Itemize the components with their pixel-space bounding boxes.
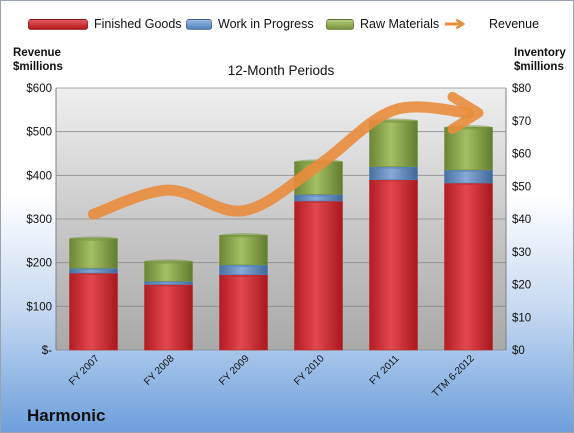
legend-label-finished-goods: Finished Goods [94,17,182,31]
legend-label-revenue: Revenue [489,17,540,31]
revenue-arrowhead [447,91,484,134]
x-tick-label: FY 2007 [67,353,102,388]
left-tick-label: $100 [26,301,52,313]
bar-finished-goods [294,200,343,351]
bar-finished-goods [369,179,418,351]
left-tick-label: $200 [26,258,52,270]
bar-finished-goods [144,284,193,351]
chart-title: 12-Month Periods [227,63,335,78]
left-tick-label: $- [42,345,52,357]
legend-item-work-in-progress: Work in Progress [186,14,314,34]
bar-raw-materials-top [144,259,193,264]
right-tick-label: $50 [512,181,531,193]
legend-arrow-icon [445,19,465,29]
right-tick-label: $30 [512,247,531,259]
right-tick-label: $80 [512,83,531,95]
left-tick-label: $500 [26,127,52,139]
company-name: Harmonic [27,406,106,425]
legend-item-revenue: Revenue [445,14,539,34]
left-axis-title-line1: Revenue [13,47,61,59]
right-tick-label: $0 [512,345,525,357]
bar-raw-materials-top [219,233,268,238]
right-tick-label: $20 [512,280,531,292]
x-tick-label: FY 2008 [142,353,177,388]
right-tick-label: $70 [512,116,531,128]
legend-label-raw-materials: Raw Materials [360,17,440,31]
bar-raw-materials [69,238,118,269]
legend-swatch-finished-goods [28,18,88,30]
right-axis-title-line2: $millions [514,61,564,73]
legend-swatch-raw-materials [326,18,354,30]
legend-label-work-in-progress: Work in Progress [218,17,314,31]
right-axis-title-line1: Inventory [514,47,566,59]
bar-finished-goods [444,182,493,351]
bar-finished-goods [69,272,118,351]
left-tick-label: $300 [26,214,52,226]
right-tick-label: $40 [512,214,531,226]
legend-swatch-work-in-progress [186,18,212,30]
x-tick-label: FY 2009 [217,353,252,388]
left-axis-title: Revenue $millions [13,46,63,74]
legend-item-raw-materials: Raw Materials [326,14,439,34]
bar-raw-materials [144,261,193,282]
right-tick-label: $60 [512,149,531,161]
left-axis-title-line2: $millions [13,61,63,73]
bar-raw-materials [219,235,268,266]
bar-raw-materials [444,127,493,171]
bar-finished-goods [219,274,268,351]
x-tick-label: FY 2011 [368,353,402,387]
x-tick-label: FY 2010 [292,353,327,388]
right-axis-title: Inventory $millions [514,46,566,74]
left-tick-label: $400 [26,170,52,182]
x-tick-label: TTM 6-2012 [430,353,477,400]
legend-item-finished-goods: Finished Goods [28,14,182,34]
left-tick-label: $600 [26,83,52,95]
revenue-line [88,101,474,220]
bar-raw-materials-top [69,236,118,241]
right-tick-label: $10 [512,312,531,324]
bar-raw-materials [369,120,418,167]
